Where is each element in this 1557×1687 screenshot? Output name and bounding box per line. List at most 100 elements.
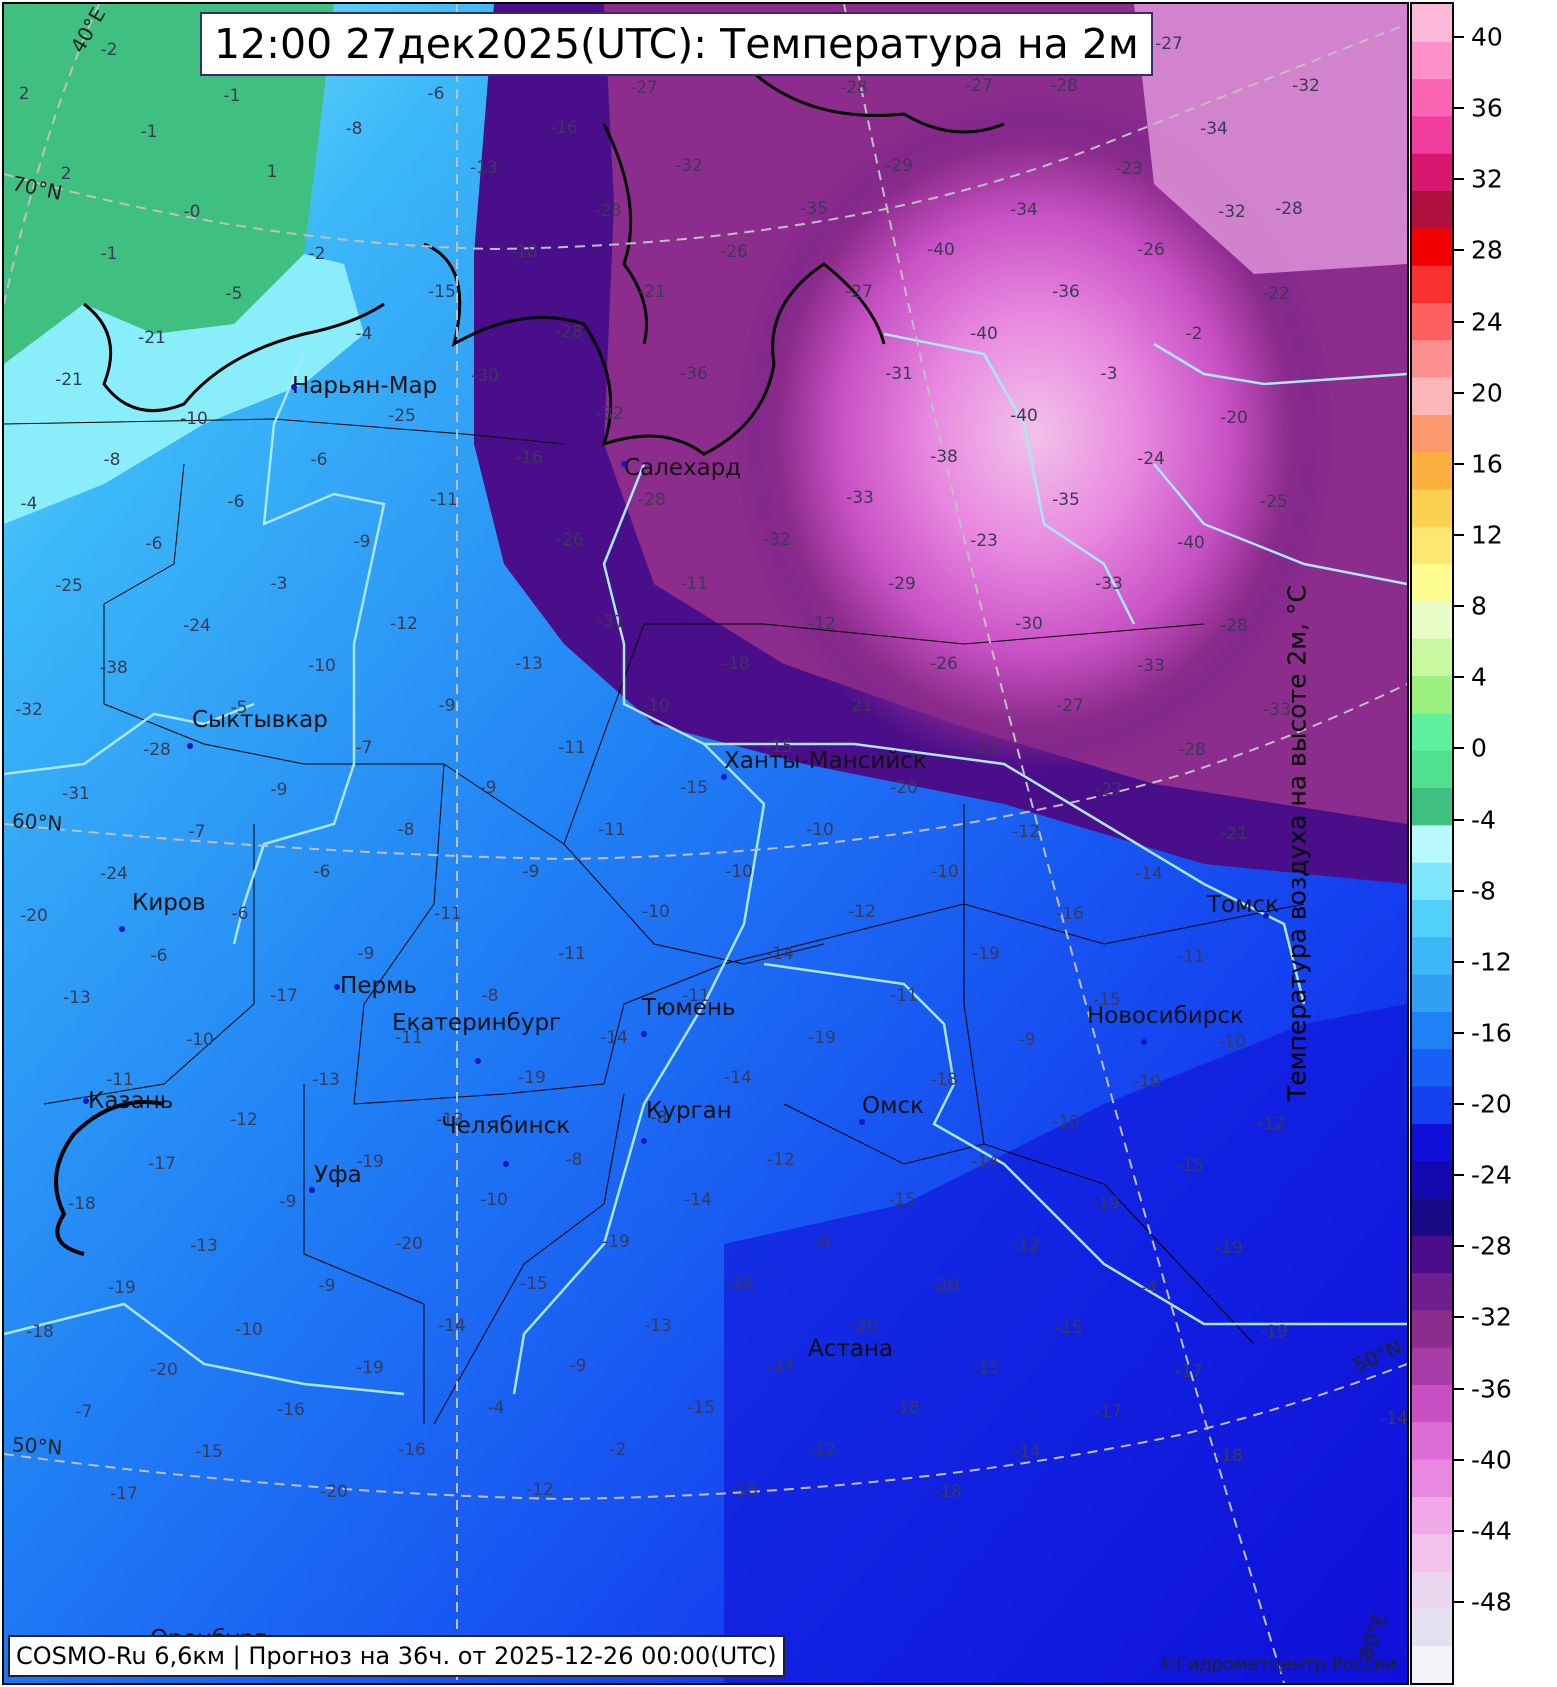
temperature-value: -15 [520,1274,548,1294]
temperature-value: -9 [479,778,497,798]
temperature-value: -9 [1018,1030,1036,1050]
temperature-value: -19 [108,1278,136,1298]
temperature-value: -23 [1115,159,1143,179]
coastline [602,123,648,345]
temperature-value: -14 [971,1152,999,1172]
city-label: Сыктывкар [192,707,328,733]
temperature-value: -19 [972,944,1000,964]
temperature-value: -18 [68,1194,96,1214]
temperature-value: -12 [390,614,418,634]
temperature-value: -21 [55,370,83,390]
temperature-value: -21 [138,328,166,348]
temperature-value: -27 [845,282,873,302]
temperature-value: -19 [1215,1238,1243,1258]
graticule [4,4,1407,1683]
colorbar-tick-mark [1454,605,1464,608]
temperature-value: -11 [558,738,586,758]
temperature-value: -9 [357,944,375,964]
temperature-value: -4 [1140,1278,1158,1298]
temperature-value: -7 [355,738,373,758]
city-label: Уфа [314,1162,362,1188]
colorbar-tick-label: 16 [1471,449,1503,479]
map-panel: -2 2 -1 -6 -27 -28 -27 -28 -27 -32 -1 -8 -16 -34 2 1 -13… [2,2,1409,1685]
temperature-value: -7 [75,1402,93,1422]
colorbar-tick-mark [1454,391,1464,394]
temperature-value: -38 [100,658,128,678]
temperature-value: -24 [183,616,211,636]
colorbar-segment [1412,638,1452,677]
temperature-value: -14 [767,1356,795,1376]
colorbar-segment [1412,824,1452,863]
colorbar-segment [1412,1347,1452,1386]
temperature-value: -10 [642,696,670,716]
temperature-value: -15 [1055,1318,1083,1338]
colorbar-tick-label: -4 [1471,805,1496,834]
city-marker [187,743,193,749]
temperature-value: -9 [318,1276,336,1296]
colorbar-tick-label: -16 [1471,1018,1512,1048]
colorbar-tick-mark [1454,1245,1464,1248]
temperature-value: -8 [481,986,499,1006]
city-label: Екатеринбург [392,1010,562,1036]
colorbar-segment [1412,899,1452,938]
temperature-value: -9 [522,862,540,882]
temperature-value: -27 [965,76,993,96]
temperature-value: -33 [1263,700,1291,720]
city-label: Казань [88,1088,174,1114]
colorbar-tick-label: -40 [1471,1445,1512,1475]
temperature-value: -40 [1177,533,1205,553]
colorbar-segment [1412,1384,1452,1423]
colorbar-tick-mark [1454,1387,1464,1390]
temperature-value: -18 [1215,1446,1243,1466]
temperature-value: -10 [931,862,959,882]
temperature-value: -15 [680,778,708,798]
temperature-value: -18 [934,1482,962,1502]
temperature-value: -29 [888,574,916,594]
city-marker [641,1138,647,1144]
temperature-value: -32 [1218,202,1246,222]
map-title: 12:00 27дек2025(UTC): Температура на 2м [200,12,1153,76]
dark-zone-se [724,1004,1407,1683]
colorbar-segment [1412,1309,1452,1348]
temperature-value: -10 [1052,1112,1080,1132]
temperature-value: -5 [225,284,243,304]
colorbar-tick-mark [1454,249,1464,252]
temperature-value: -12 [808,614,836,634]
temperature-value: -9 [438,696,456,716]
temperature-value: -13 [190,1236,218,1256]
temperature-value: -26 [930,654,958,674]
city-label: Курган [646,1098,732,1124]
colorbar-segment [1412,675,1452,714]
colorbar-segment [1412,190,1452,229]
temperature-value: -31 [597,612,625,632]
colorbar-tick-mark [1454,1316,1464,1319]
colorbar-tick-label: 4 [1471,662,1487,692]
temperature-value: -34 [1010,200,1038,220]
temperature-value: -15 [888,1190,916,1210]
colorbar-tick-label: 0 [1471,733,1487,763]
colorbar-segment [1412,265,1452,303]
colorbar-tick-mark [1454,818,1464,821]
colorbar-segment [1412,1496,1452,1535]
temperature-value: -11 [395,1028,423,1048]
temperature-value: -15 [1093,990,1121,1010]
colorbar-segment [1412,750,1452,789]
colorbar-segment [1412,377,1452,415]
temperature-value: -17 [148,1154,176,1174]
temperature-value: -27 [630,78,658,98]
city-label: Омск [862,1093,924,1119]
temperature-value: -20 [20,906,48,926]
temperature-value: -32 [596,404,624,424]
region-borders [4,418,1305,1425]
colorbar-tick-label: -32 [1471,1302,1512,1332]
temperature-value: -16 [550,118,578,138]
temperature-value: -2 [609,1440,627,1460]
temperature-value: -13 [470,158,498,178]
colorbar-tick-mark [1454,1103,1464,1106]
colorbar-tick-label: 32 [1471,164,1503,194]
colorbar-tick-mark [1454,320,1464,323]
city-marker [1263,913,1269,919]
colorbar-segment [1412,302,1452,341]
temperature-value: -15 [1176,1156,1204,1176]
city-label: Пермь [340,973,417,999]
